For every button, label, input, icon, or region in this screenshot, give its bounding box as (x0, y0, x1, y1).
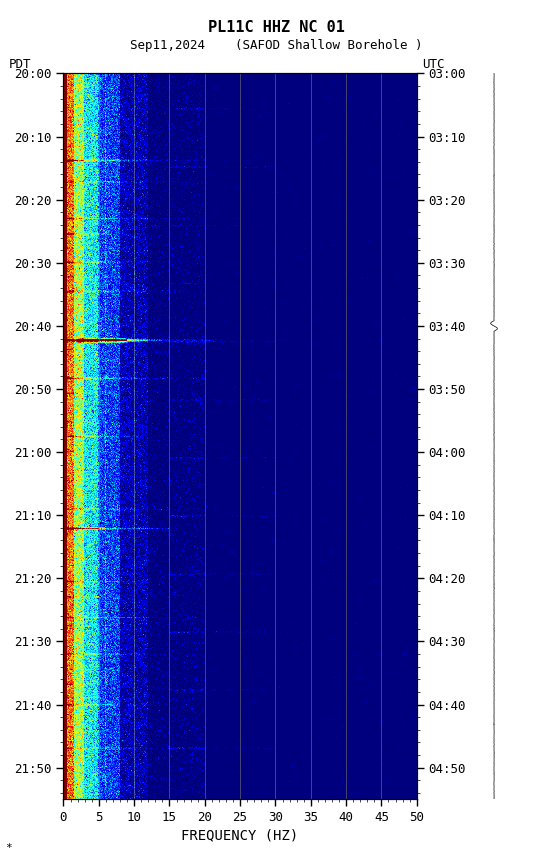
X-axis label: FREQUENCY (HZ): FREQUENCY (HZ) (182, 829, 299, 842)
Text: Sep11,2024    (SAFOD Shallow Borehole ): Sep11,2024 (SAFOD Shallow Borehole ) (130, 39, 422, 52)
Text: PDT: PDT (8, 58, 31, 71)
Text: PL11C HHZ NC 01: PL11C HHZ NC 01 (208, 20, 344, 35)
Text: UTC: UTC (422, 58, 445, 71)
Text: *: * (6, 843, 12, 853)
